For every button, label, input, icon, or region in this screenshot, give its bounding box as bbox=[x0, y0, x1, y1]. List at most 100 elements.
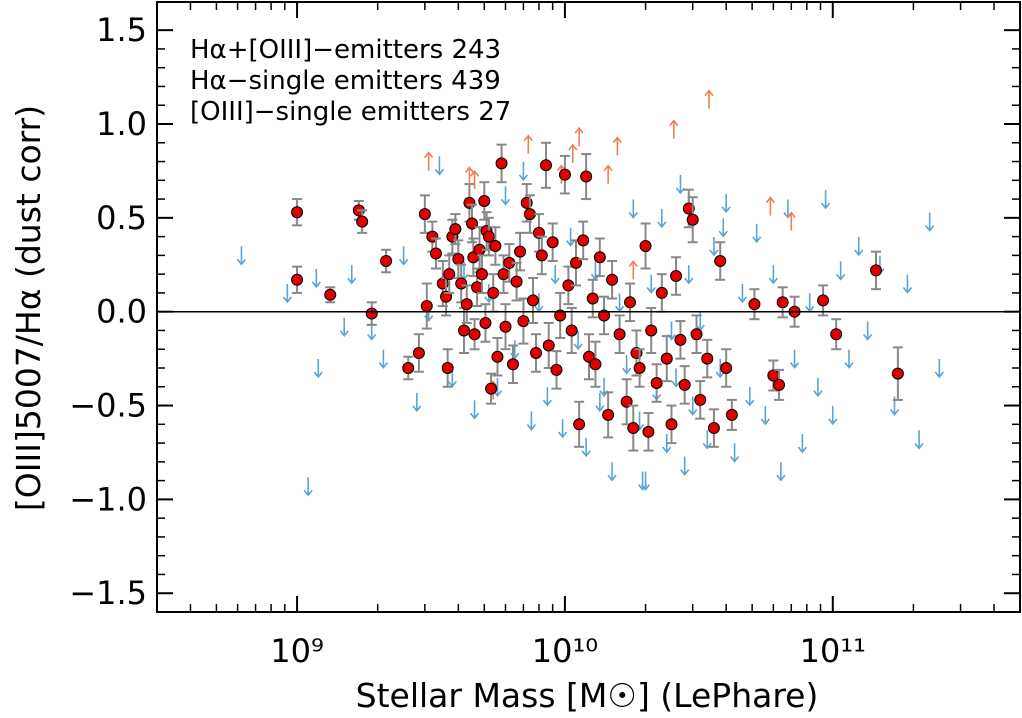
ha-oiii-emitter-point bbox=[478, 181, 491, 221]
ha-oiii-emitter-point bbox=[602, 391, 615, 439]
ha-oiii-emitter-point bbox=[577, 220, 590, 261]
data-point-marker bbox=[455, 277, 468, 290]
oiii-single-lower-limit-point bbox=[469, 170, 480, 190]
ha-single-upper-limit-point bbox=[282, 283, 292, 304]
upper-limit-arrow-head bbox=[399, 258, 409, 266]
data-point-marker bbox=[380, 255, 393, 268]
ha-oiii-emitter-point bbox=[639, 222, 652, 270]
data-point-marker bbox=[517, 315, 530, 328]
data-point-marker bbox=[491, 350, 504, 363]
plot-frame bbox=[156, 1, 1021, 613]
upper-limit-arrow-head bbox=[688, 409, 698, 416]
data-point-marker bbox=[440, 290, 453, 303]
upper-limit-arrow-head bbox=[662, 446, 672, 454]
data-point-marker bbox=[891, 367, 904, 380]
data-point-marker bbox=[402, 362, 415, 374]
ha-oiii-emitter-point bbox=[380, 248, 393, 274]
ha-single-upper-limit-point bbox=[820, 190, 831, 210]
lower-limit-arrow-head bbox=[464, 166, 475, 174]
ha-single-upper-limit-point bbox=[614, 293, 625, 313]
ha-single-upper-limit-point bbox=[573, 330, 583, 351]
ha-oiii-emitter-point bbox=[589, 340, 602, 388]
data-point-marker bbox=[466, 217, 479, 230]
data-point-marker bbox=[665, 418, 678, 431]
data-point-marker bbox=[720, 362, 733, 374]
data-point-marker bbox=[475, 268, 488, 281]
ha-oiii-emitter-point bbox=[582, 333, 595, 381]
data-point-marker bbox=[690, 328, 703, 341]
data-point-marker bbox=[645, 324, 658, 337]
upper-limit-arrow-head bbox=[542, 399, 552, 407]
upper-limit-arrow-head bbox=[628, 211, 638, 219]
upper-limit-arrow-head bbox=[768, 277, 778, 285]
upper-limit-arrow-head bbox=[797, 446, 807, 454]
upper-limit-arrow-head bbox=[914, 442, 924, 450]
data-point-marker bbox=[540, 159, 553, 172]
upper-limit-arrow-head bbox=[684, 277, 694, 285]
data-point-marker bbox=[463, 196, 476, 209]
data-point-marker bbox=[830, 328, 843, 341]
ha-oiii-emitter-point bbox=[418, 194, 431, 234]
legend-entry-oiii-single: [OIII]−single emitters 27 bbox=[190, 97, 511, 127]
ha-oiii-emitter-point bbox=[678, 365, 691, 405]
ha-oiii-emitter-point bbox=[748, 288, 761, 321]
data-point-marker bbox=[546, 236, 559, 249]
ha-single-upper-limit-point bbox=[469, 400, 480, 420]
data-point-marker bbox=[495, 157, 508, 170]
ha-oiii-emitter-point bbox=[660, 335, 673, 383]
ha-single-upper-limit-point bbox=[914, 430, 924, 450]
data-point-marker bbox=[479, 316, 492, 329]
data-point-marker bbox=[678, 378, 691, 391]
oiii-single-lower-limit-point bbox=[603, 164, 613, 184]
lower-limit-arrow-head bbox=[603, 164, 613, 172]
upper-limit-arrow-head bbox=[889, 409, 900, 416]
ha-oiii-emitter-point bbox=[291, 198, 304, 227]
upper-limit-arrow-head bbox=[282, 296, 292, 304]
ha-single-upper-limit-point bbox=[526, 411, 537, 431]
upper-limit-arrow-head bbox=[637, 484, 648, 491]
ha-single-upper-limit-point bbox=[313, 359, 323, 379]
y-tick-label: −1.5 bbox=[69, 574, 147, 612]
ha-single-upper-limit-point bbox=[684, 265, 694, 285]
ha-oiii-emitter-point bbox=[670, 256, 683, 296]
ha-oiii-emitter-point bbox=[540, 141, 553, 189]
oiii-single-lower-limit-point bbox=[612, 136, 623, 156]
ha-oiii-emitter-point bbox=[624, 282, 637, 323]
upper-limit-arrow-head bbox=[581, 450, 591, 458]
oiii-single-lower-limit-point bbox=[669, 119, 679, 139]
data-point-marker bbox=[550, 363, 563, 376]
data-point-marker bbox=[526, 294, 539, 307]
data-point-marker bbox=[620, 395, 633, 408]
upper-limit-arrow-head bbox=[236, 258, 247, 266]
ha-oiii-emitter-point bbox=[776, 286, 789, 319]
upper-limit-arrow-head bbox=[550, 277, 560, 285]
data-point-marker bbox=[586, 292, 599, 305]
upper-limit-arrow-head bbox=[573, 343, 583, 351]
upper-limit-arrow-head bbox=[934, 371, 944, 379]
ha-oiii-emitter-point bbox=[463, 183, 476, 223]
data-point-marker bbox=[639, 240, 652, 252]
data-point-marker bbox=[817, 294, 830, 307]
data-point-marker bbox=[589, 358, 602, 371]
upper-limit-arrow-head bbox=[565, 240, 576, 247]
upper-limit-arrow-head bbox=[646, 287, 656, 294]
ha-oiii-emitter-point bbox=[570, 239, 583, 287]
data-point-marker bbox=[506, 358, 519, 371]
ha-oiii-emitter-point bbox=[460, 284, 473, 324]
data-point-marker bbox=[291, 273, 304, 286]
ha-oiii-emitter-point bbox=[485, 372, 498, 405]
ha-single-upper-limit-point bbox=[854, 237, 864, 257]
data-point-marker bbox=[523, 208, 536, 221]
ha-oiii-emitter-point bbox=[565, 306, 578, 354]
lower-limit-arrow-head bbox=[765, 196, 776, 204]
x-tick-label: 10¹¹ bbox=[800, 632, 866, 670]
ha-oiii-emitter-point bbox=[491, 336, 504, 377]
ha-single-upper-limit-point bbox=[934, 359, 944, 379]
oiii-single-lower-limit-point bbox=[424, 151, 434, 171]
ha-oiii-emitter-point bbox=[495, 143, 508, 184]
data-point-marker bbox=[458, 324, 471, 337]
x-tick-label: 10¹⁰ bbox=[532, 632, 598, 670]
ha-single-upper-limit-point bbox=[902, 274, 913, 294]
data-point-marker bbox=[487, 286, 500, 299]
data-point-marker bbox=[570, 256, 583, 269]
